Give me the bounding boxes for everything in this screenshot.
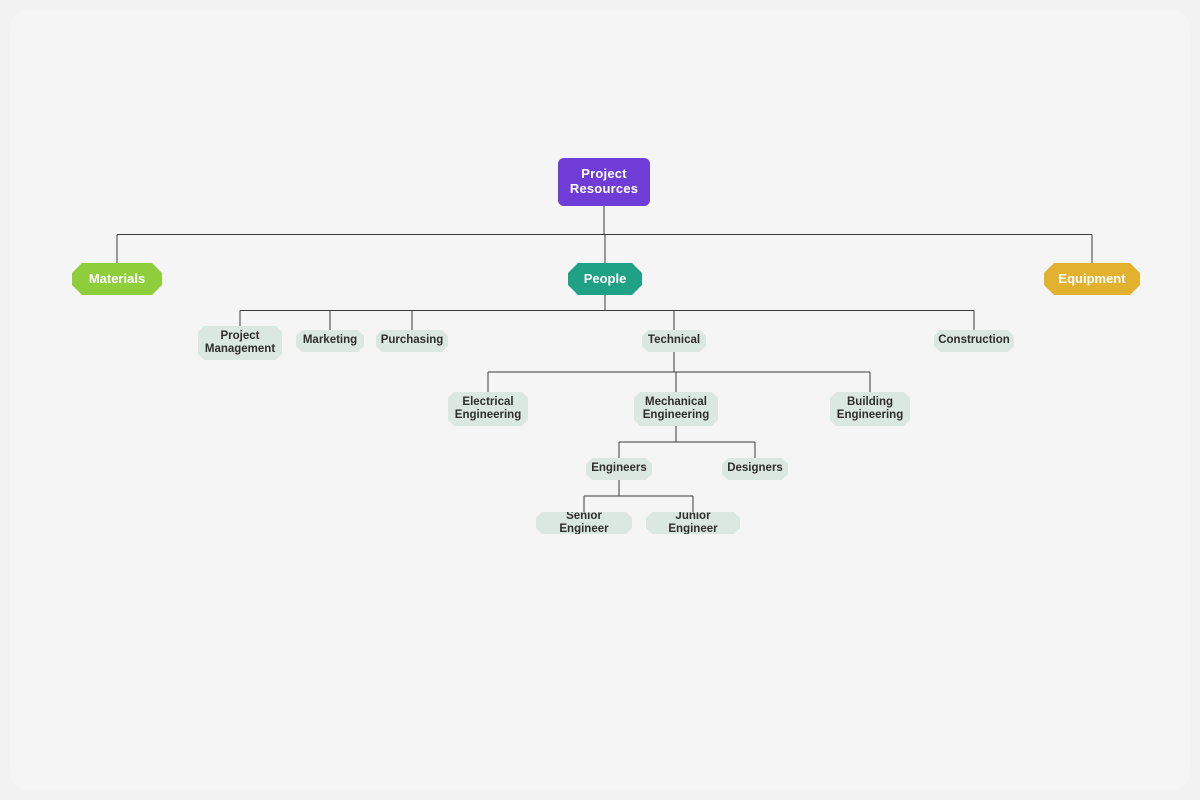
node-root: Project Resources <box>558 158 650 206</box>
node-equipment: Equipment <box>1044 263 1140 295</box>
node-designers: Designers <box>722 458 788 480</box>
node-purchasing: Purchasing <box>376 330 448 352</box>
edge-layer <box>10 10 1190 790</box>
node-senior: Senior Engineer <box>536 512 632 534</box>
diagram-canvas: Project Resources Materials People Equipmen… <box>10 10 1190 790</box>
node-construction: Construction <box>934 330 1014 352</box>
node-ee: Electrical Engineering <box>448 392 528 426</box>
node-people: People <box>568 263 642 295</box>
node-materials: Materials <box>72 263 162 295</box>
node-engineers: Engineers <box>586 458 652 480</box>
node-be: Building Engineering <box>830 392 910 426</box>
node-marketing: Marketing <box>296 330 364 352</box>
node-junior: Junior Engineer <box>646 512 740 534</box>
node-technical: Technical <box>642 330 706 352</box>
node-me: Mechanical Engineering <box>634 392 718 426</box>
node-pm: Project Management <box>198 326 282 360</box>
